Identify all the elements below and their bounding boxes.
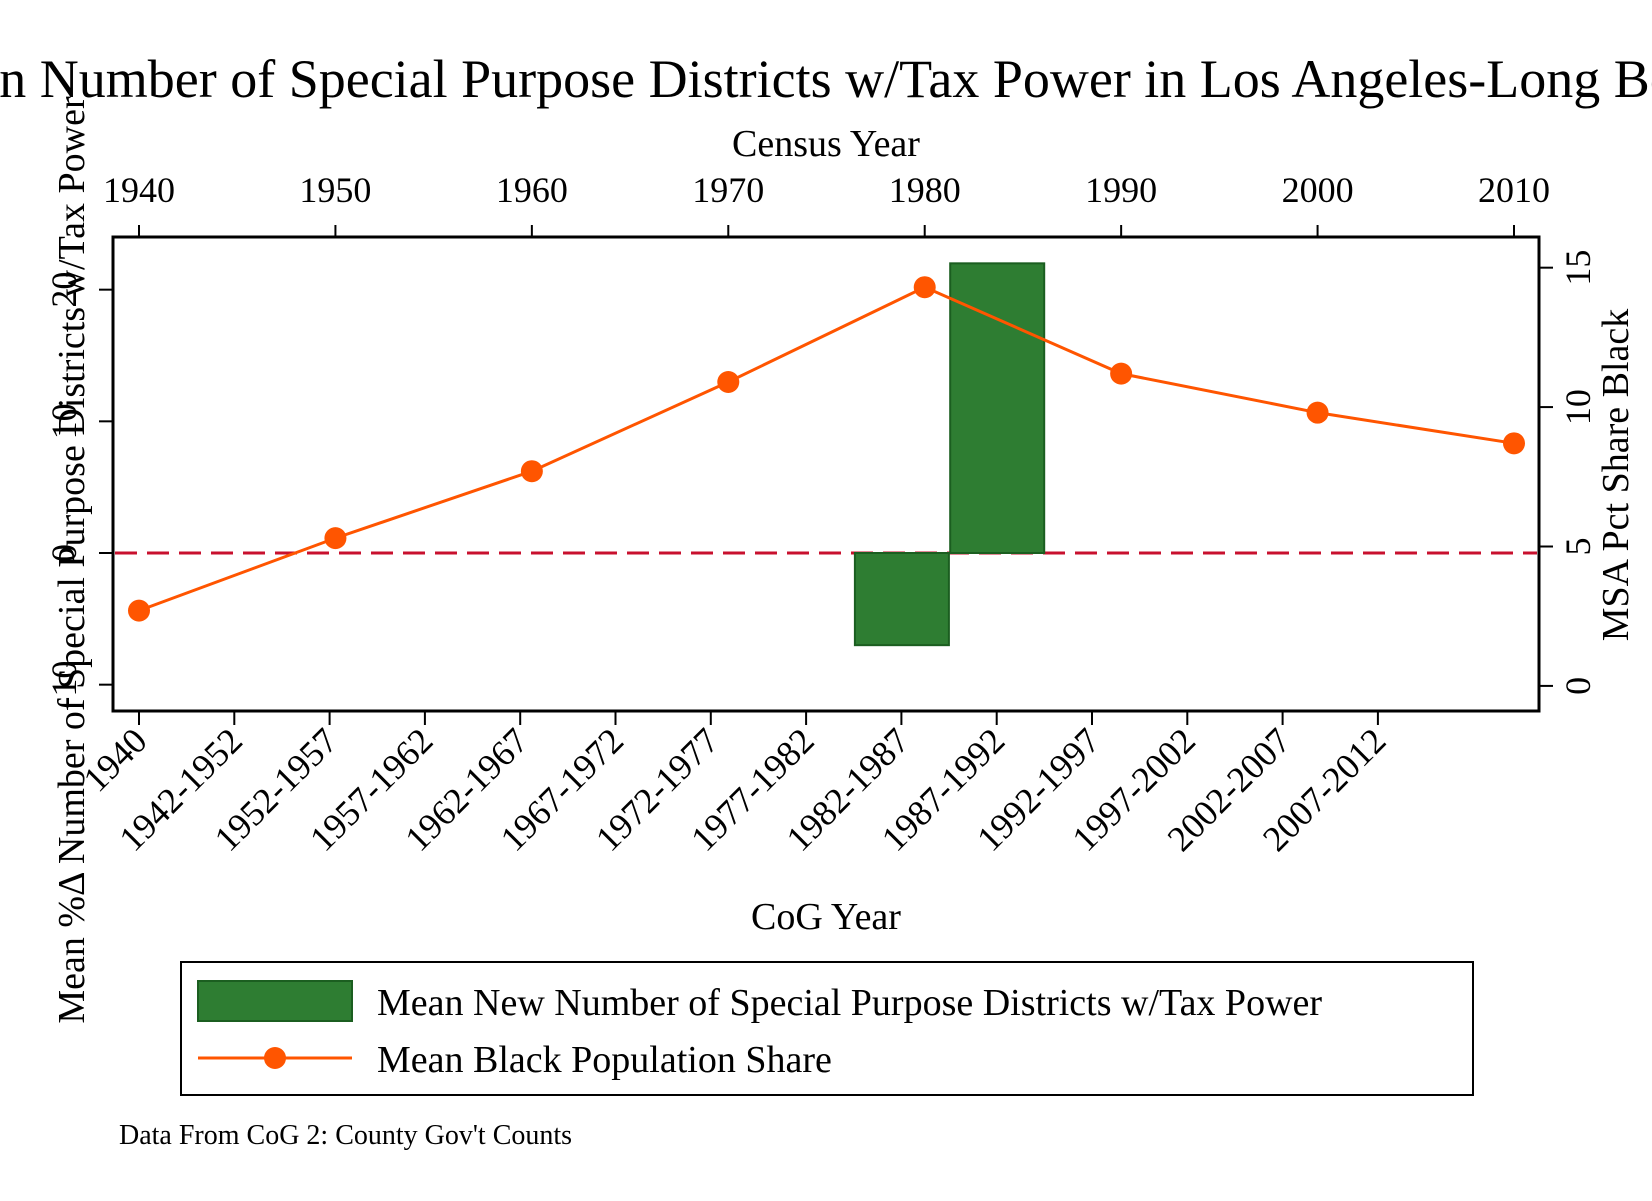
legend: Mean New Number of Special Purpose Distr…	[180, 961, 1474, 1096]
top-axis-tick-label: 2000	[1282, 170, 1354, 210]
plot-area	[111, 235, 1541, 713]
legend-swatch-bars	[197, 980, 353, 1022]
left-axis-tick-label: 20	[44, 272, 84, 308]
left-axis-title: Mean %Δ Number of Special Purpose Distri…	[51, 96, 93, 1024]
legend-label-line: Mean Black Population Share	[377, 1039, 832, 1081]
bar-1982-1987	[853, 552, 950, 647]
source-note: Data From CoG 2: County Gov't Counts	[119, 1120, 572, 1151]
point-1970	[717, 370, 740, 393]
bar-1987-1992	[949, 262, 1046, 554]
right-axis-title: MSA Pct Share Black	[1595, 309, 1637, 641]
point-1950	[324, 527, 347, 550]
point-1940	[128, 599, 150, 622]
line-black-population-share	[138, 285, 1515, 613]
point-1980	[913, 276, 936, 299]
top-axis-title: Census Year	[732, 123, 920, 165]
left-axis-tick-label: -10	[44, 661, 84, 709]
point-2000	[1306, 401, 1329, 424]
legend-box	[180, 961, 1474, 1096]
top-axis-tick-label: 1960	[496, 170, 568, 210]
right-axis-tick-label: 5	[1558, 537, 1598, 555]
right-axis-tick-label: 10	[1558, 389, 1598, 425]
top-axis-tick-label: 1940	[103, 170, 175, 210]
legend-label-bars: Mean New Number of Special Purpose Distr…	[377, 982, 1322, 1024]
point-1960	[520, 460, 543, 483]
chart-title: Mean Number of Special Purpose Districts…	[0, 49, 1652, 109]
top-axis-tick-label: 1980	[889, 170, 961, 210]
top-axis-tick-label: 1970	[692, 170, 764, 210]
bottom-axis-title: CoG Year	[751, 896, 901, 938]
top-axis-tick-label: 1950	[299, 170, 371, 210]
top-axis-tick-label: 2010	[1478, 170, 1550, 210]
right-axis-tick-label: 15	[1558, 250, 1598, 286]
point-2010	[1503, 432, 1525, 455]
legend-swatch-marker	[264, 1047, 286, 1069]
top-axis-tick-label: 1990	[1085, 170, 1157, 210]
left-axis-tick-label: 0	[44, 544, 84, 562]
right-axis-tick-label: 0	[1558, 677, 1598, 695]
point-1990	[1110, 362, 1133, 385]
left-axis-tick-label: 10	[44, 403, 84, 439]
